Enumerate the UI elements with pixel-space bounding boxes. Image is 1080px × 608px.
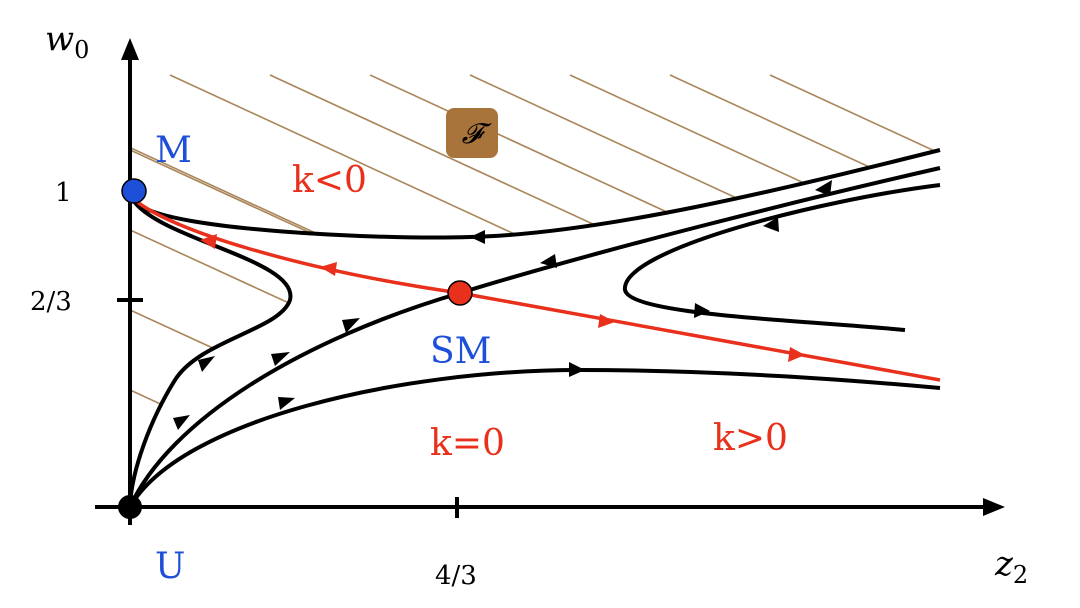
region-label: k<0 — [292, 160, 367, 201]
x-arrow — [983, 498, 1005, 516]
tick-label: 1 — [55, 178, 72, 208]
tick-label: 2/3 — [30, 287, 72, 317]
y-arrow — [121, 38, 139, 60]
tick-label: 4/3 — [435, 561, 477, 591]
point-label: U — [155, 546, 185, 587]
point-u — [118, 495, 142, 519]
point-sm — [447, 280, 473, 306]
point-label: SM — [430, 331, 492, 372]
region-label: k=0 — [430, 423, 505, 464]
point-label: M — [155, 130, 192, 171]
y-axis-label: w0 — [45, 19, 89, 64]
region-label: k>0 — [713, 418, 788, 459]
arrows — [173, 180, 832, 430]
hatching — [132, 74, 1000, 470]
point-m — [121, 178, 147, 204]
x-axis-label: z2 — [994, 544, 1028, 589]
forbidden-box — [446, 108, 498, 158]
